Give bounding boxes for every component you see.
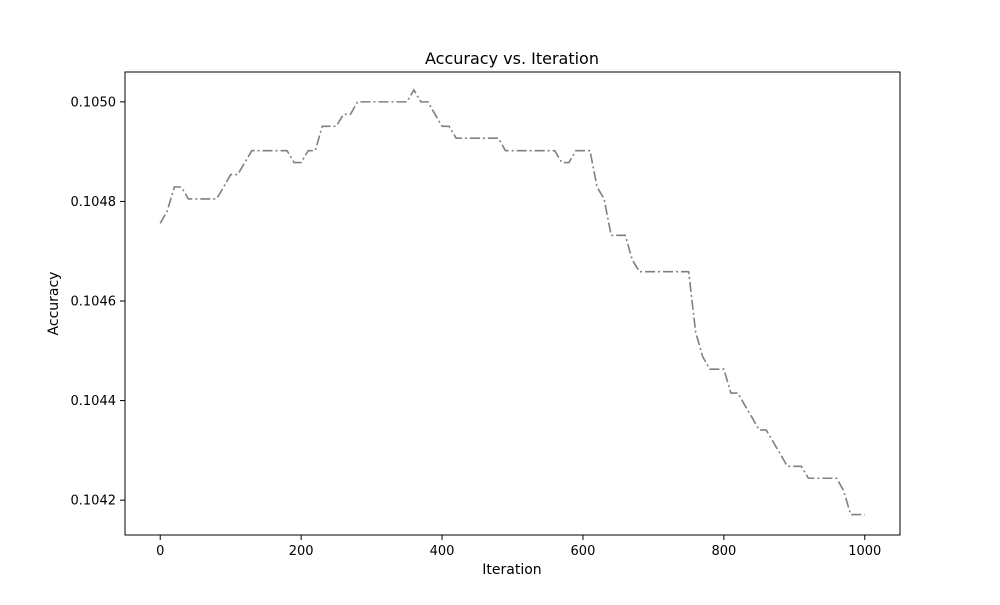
x-tick-label: 400 [430,544,455,559]
plot-frame [124,71,901,536]
plot-area [159,88,865,516]
y-axis-label: Accuracy [46,272,62,336]
accuracy-line [159,88,865,516]
x-axis-ticks: 0 200 400 600 800 1000 [156,535,881,559]
x-tick-label: 1000 [848,544,881,559]
y-tick-label: 0.1048 [71,195,117,210]
x-tick-label: 0 [156,544,164,559]
chart-title: Accuracy vs. Iteration [425,49,599,68]
y-tick-label: 0.1044 [71,394,117,409]
y-tick-label: 0.1050 [71,95,117,110]
y-axis-ticks: 0.1042 0.1044 0.1046 0.1048 0.1050 [71,95,125,509]
x-tick-label: 200 [289,544,314,559]
y-tick-label: 0.1042 [71,494,117,509]
x-tick-label: 800 [711,544,736,559]
x-axis-label: Iteration [482,562,541,578]
y-tick-label: 0.1046 [71,295,117,310]
x-tick-label: 600 [571,544,596,559]
